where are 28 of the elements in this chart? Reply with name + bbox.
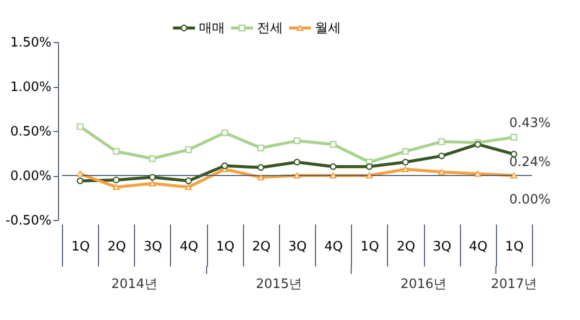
y-tick-label: 0.00% (10, 169, 52, 184)
x-tick-label: 4Q (469, 240, 488, 254)
x-tick-label: 2Q (396, 240, 416, 254)
x-tick-label: 4Q (180, 240, 198, 254)
text: 2014년 (111, 277, 158, 292)
x-tick-label: 3Q (432, 240, 452, 254)
text: 2016년 (400, 277, 447, 292)
legend-label: 매매 (199, 21, 225, 36)
text: 2015년 (256, 277, 302, 292)
data-label: 0.00% (509, 192, 551, 208)
data-label: 0.24% (509, 155, 551, 170)
data-label: 0.43% (509, 116, 551, 132)
x-tick-label: 1Q (216, 240, 234, 254)
y-tick-label: 1.50% (10, 36, 52, 50)
x-tick-label: 1Q (505, 240, 524, 254)
text: 2017년 (490, 277, 537, 292)
x-tick-label: 3Q (288, 240, 307, 254)
y-tick-label: 1.00% (10, 80, 52, 95)
x-tick-label: 3Q (144, 240, 162, 254)
x-tick-label: 1Q (360, 240, 380, 254)
y-tick-label: -0.50% (6, 214, 52, 228)
legend-label: 월세 (315, 21, 341, 36)
x-tick-label: 4Q (324, 240, 343, 254)
x-tick-label: 2Q (107, 240, 126, 254)
y-tick-label: 0.50% (10, 124, 52, 140)
x-tick-label: 1Q (71, 240, 90, 254)
x-tick-label: 2Q (252, 240, 271, 254)
legend-label: 전세 (257, 21, 283, 36)
